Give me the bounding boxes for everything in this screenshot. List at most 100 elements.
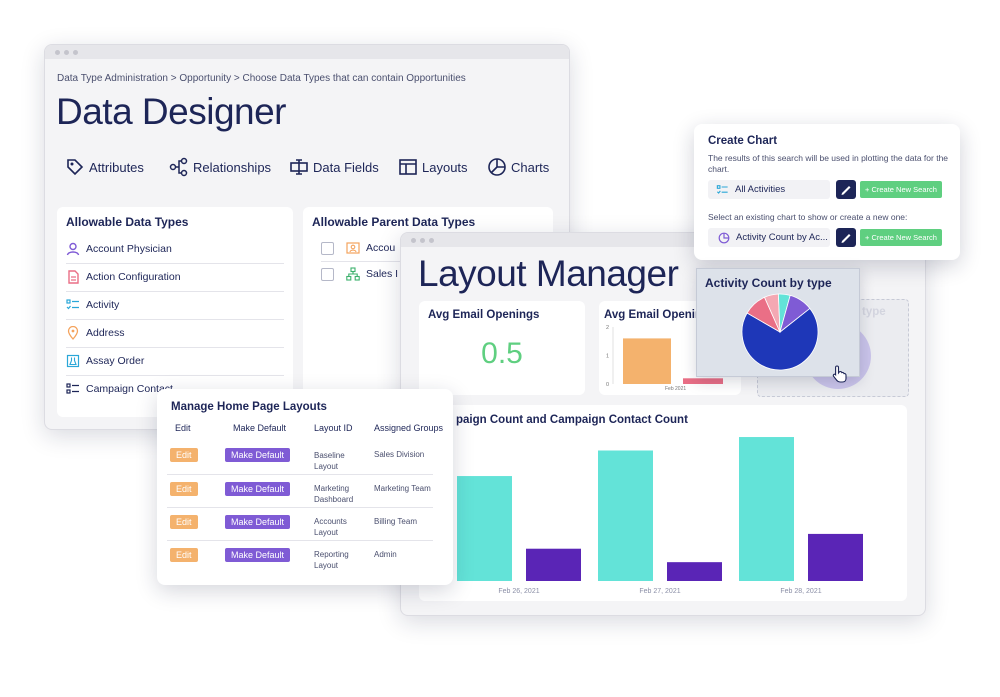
list-item[interactable]: Account Physician [66,235,284,264]
tab-relationships[interactable]: Relationships [169,157,271,177]
panel-heading: Allowable Parent Data Types [312,215,476,229]
create-new-search-button[interactable]: + Create New Search [860,181,942,198]
edit-chart-button[interactable] [836,228,856,247]
panel-heading: Allowable Data Types [66,215,189,229]
layout-id: Accounts Layout [314,516,347,538]
list-item-label: Campaign Contact [86,383,173,395]
bar-campaign-count [739,437,794,581]
list-item-label: Address [86,327,125,339]
list-item[interactable]: Action Configuration [66,263,284,292]
mini-bar-chart: 2 1 0 [606,325,723,388]
relationship-icon [169,157,188,177]
popup-title: Create Chart [708,135,778,147]
pie-slice [741,307,819,371]
tab-data-fields[interactable]: Data Fields [289,157,379,177]
pie-chart-popup[interactable]: Activity Count by type [696,268,860,383]
mini-bar [623,338,671,384]
mini-chart-title: Avg Email Openings [604,309,716,321]
pencil-icon [841,186,851,195]
layout-id-line: Layout [314,462,339,471]
list-item-label: Assay Order [86,355,145,367]
popup-description: The results of this search will be used … [708,153,949,174]
layout-id-line: Marketing [314,484,350,493]
list-item-label: Activity [86,299,120,311]
make-default-button[interactable]: Make Default [225,448,291,462]
home-page-layouts-panel: Manage Home Page Layouts Edit Make Defau… [157,389,453,585]
kpi-card[interactable]: Avg Email Openings 0.5 [419,301,585,395]
search-select-value: All Activities [735,184,786,195]
breadcrumb[interactable]: Data Type Administration > Opportunity >… [57,73,466,84]
hand-cursor-icon [832,365,847,383]
tab-attributes[interactable]: Attributes [65,157,144,177]
bar-campaign-count [598,450,653,581]
edit-button[interactable]: Edit [170,515,198,529]
assigned-group: Billing Team [374,517,417,526]
bar-campaign-contact-count [808,533,863,581]
edit-search-button[interactable] [836,180,856,199]
x-tick-label: Feb 27, 2021 [639,588,680,595]
table-row: Edit Make Default Marketing Dashboard Mar… [167,474,433,508]
list-item-label: Account Physician [86,243,172,255]
layout-icon [399,159,417,175]
window-titlebar [45,45,569,59]
make-default-button[interactable]: Make Default [225,482,291,496]
tag-icon [67,159,84,176]
list-item[interactable]: Assay Order [66,347,284,376]
column-header-assigned-groups: Assigned Groups [374,423,444,433]
pencil-icon [841,234,851,243]
chart-select-value: Activity Count by Ac... [736,232,828,243]
list-item[interactable]: Campaign Contact [66,375,284,403]
pie-chart-icon [718,232,730,243]
checklist-icon [716,184,728,194]
table-header: Edit Make Default Layout ID Assigned Gro… [157,423,453,437]
flask-icon [66,354,80,368]
pie-popup-title: Activity Count by type [705,276,832,290]
layout-id: Baseline Layout [314,450,345,472]
list-item-label: Accou [366,242,396,254]
bar-chart-card[interactable]: paign Count and Campaign Contact Count F… [419,405,907,601]
checkbox[interactable] [321,241,334,255]
create-new-search-button[interactable]: + Create New Search [860,229,942,246]
layout-id-line: Dashboard [314,495,354,504]
checklist-icon [66,299,79,310]
kpi-value: 0.5 [481,337,523,370]
x-tick-label: Feb 26, 2021 [498,588,539,595]
edit-button[interactable]: Edit [170,548,198,562]
contact-card-icon [346,242,360,254]
layout-id-line: Baseline [314,451,345,460]
mini-chart-x-label: Feb 2021 [665,386,687,392]
bar-campaign-count [457,476,512,581]
y-tick-label: 0 [606,382,609,388]
tab-layouts-label: Layouts [422,159,468,175]
person-icon [66,242,80,256]
tab-layouts[interactable]: Layouts [398,157,468,177]
bar-campaign-contact-count [667,562,722,581]
panel-title: Manage Home Page Layouts [171,401,327,413]
make-default-button[interactable]: Make Default [225,548,291,562]
layout-id: Marketing Dashboard [314,483,353,505]
chart-select[interactable]: Activity Count by Ac... [708,228,830,247]
edit-button[interactable]: Edit [170,448,198,462]
list-item[interactable]: Address [66,319,284,348]
pie-slice [779,294,811,334]
column-header-edit: Edit [175,423,191,433]
bar-campaign-contact-count [526,548,581,581]
create-chart-popup: Create Chart The results of this search … [694,124,960,260]
existing-chart-description: Select an existing chart to show or crea… [708,212,908,222]
y-tick-label: 1 [606,354,609,360]
search-select[interactable]: All Activities [708,180,830,199]
list-item[interactable]: Activity [66,291,284,320]
checkbox[interactable] [321,267,334,281]
x-tick-label: Feb 28, 2021 [780,588,821,595]
column-header-layout-id: Layout ID [314,423,353,433]
data-fields-icon [290,159,308,175]
tab-charts[interactable]: Charts [487,157,549,177]
table-row: Edit Make Default Baseline Layout Sales D… [167,441,433,475]
make-default-button[interactable]: Make Default [225,515,291,529]
tab-relationships-label: Relationships [193,159,272,175]
mini-chart-card[interactable]: Avg Email Openings 2 1 0 Feb 2021 [599,301,741,395]
layout-id-line: Layout [314,561,339,570]
edit-button[interactable]: Edit [170,482,198,496]
table-row: Edit Make Default Reporting Layout Admin [167,540,433,573]
campaign-bar-chart: Feb 26, 2021 Feb 27, 2021 Feb 28, 2021 [457,437,863,595]
